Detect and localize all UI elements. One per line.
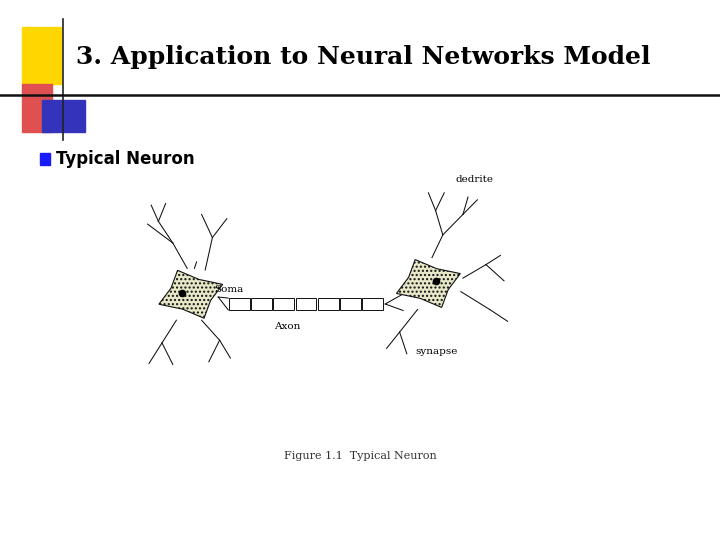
Text: Soma: Soma [214,286,243,294]
Bar [362,298,383,310]
Text: dedrite: dedrite [456,174,494,184]
Bar [296,298,316,310]
Text: 3. Application to Neural Networks Model: 3. Application to Neural Networks Model [76,45,650,69]
Bar [251,298,272,310]
Text: Axon: Axon [274,322,300,331]
Bar [318,298,338,310]
Bar [42,100,85,132]
Bar [274,298,294,310]
Text: synapse: synapse [416,347,458,356]
Polygon shape [159,271,222,318]
Bar [340,298,361,310]
Bar [22,27,61,84]
Bar [22,84,52,132]
Text: Figure 1.1  Typical Neuron: Figure 1.1 Typical Neuron [284,451,436,461]
Bar [229,298,250,310]
Text: Typical Neuron: Typical Neuron [56,150,195,168]
Bar [40,153,50,165]
Polygon shape [397,260,460,307]
